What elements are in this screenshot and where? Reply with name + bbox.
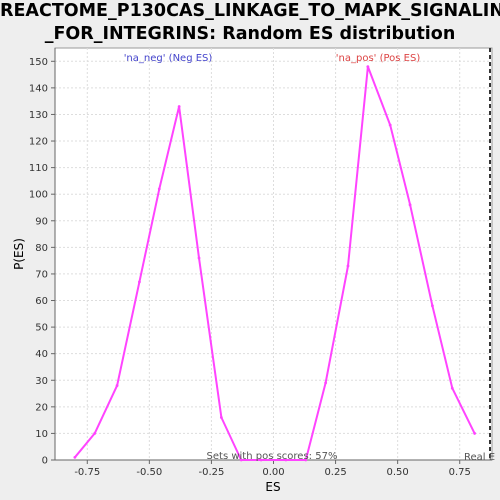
data-point xyxy=(346,264,350,268)
y-tick-label: 90 xyxy=(35,216,48,227)
chart-title-line-1: REACTOME_P130CAS_LINKAGE_TO_MAPK_SIGNALI… xyxy=(0,1,500,21)
y-axis-label: P(ES) xyxy=(12,238,26,270)
data-point xyxy=(197,256,201,260)
x-tick-label: 0.50 xyxy=(387,467,409,478)
y-tick-label: 50 xyxy=(35,323,48,334)
curve-group xyxy=(73,65,477,462)
data-point xyxy=(259,458,263,462)
data-point xyxy=(115,384,119,387)
y-tick-label: 100 xyxy=(29,190,48,201)
y-tick-label: 30 xyxy=(35,376,48,387)
y-tick-label: 70 xyxy=(35,269,48,280)
data-point xyxy=(157,187,161,191)
data-point xyxy=(304,458,308,462)
y-tick-label: 40 xyxy=(35,349,48,360)
data-point xyxy=(138,280,141,284)
data-point xyxy=(324,381,328,385)
x-tick-label: -0.75 xyxy=(74,467,100,478)
axes: -0.75 -0.50 -0.25 0.00 0.25 0.50 0.75 0 10 20 30 40… xyxy=(29,48,492,478)
data-point xyxy=(239,458,243,462)
data-point xyxy=(73,455,77,459)
data-point xyxy=(450,386,454,390)
y-tick-label: 150 xyxy=(29,57,48,68)
x-tick-label: -0.50 xyxy=(136,467,162,478)
y-tick-label: 110 xyxy=(29,163,48,174)
y-tick-label: 120 xyxy=(29,137,48,148)
x-tick-label: 0.75 xyxy=(449,467,471,478)
pos-es-label: 'na_pos' (Pos ES) xyxy=(336,53,421,64)
data-point xyxy=(284,458,288,462)
neg-es-label: 'na_neg' (Neg ES) xyxy=(124,53,213,64)
y-tick-label: 80 xyxy=(35,243,48,254)
chart-title-line-2: _FOR_INTEGRINS: Random ES distribution xyxy=(44,24,456,44)
data-point xyxy=(388,123,392,127)
data-point xyxy=(93,432,97,435)
chart-title: REACTOME_P130CAS_LINKAGE_TO_MAPK_SIGNALI… xyxy=(0,0,500,46)
y-tick-label: 140 xyxy=(29,83,48,94)
data-point xyxy=(366,65,370,69)
data-point xyxy=(473,432,477,435)
real-es-label: Real E xyxy=(464,452,495,463)
x-tick-label: 0.25 xyxy=(324,467,346,478)
y-tick-label: 60 xyxy=(35,296,48,307)
data-point xyxy=(431,304,434,308)
data-point xyxy=(408,203,412,207)
y-tick-label: 10 xyxy=(35,429,48,440)
es-distribution-line xyxy=(74,65,476,461)
y-tick-label: 20 xyxy=(35,402,48,413)
x-tick-label: 0.00 xyxy=(262,467,284,478)
data-point xyxy=(177,105,181,108)
data-point xyxy=(219,416,223,419)
y-tick-label: 130 xyxy=(29,110,48,121)
y-tick-label: 0 xyxy=(42,456,48,467)
x-axis-label: ES xyxy=(265,480,280,494)
pos-fraction-label: Sets with pos scores: 57% xyxy=(207,451,338,462)
x-tick-label: -0.25 xyxy=(198,467,224,478)
